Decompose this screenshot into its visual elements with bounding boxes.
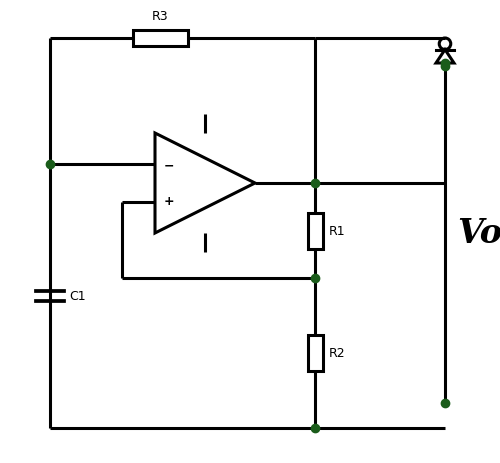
Text: Vo: Vo [458,217,500,250]
Text: +: + [164,194,174,207]
Bar [308,213,322,249]
Text: R3: R3 [152,10,168,23]
Bar [308,335,322,371]
Text: −: − [164,160,174,173]
Bar [132,31,188,47]
Text: R2: R2 [329,347,345,360]
Text: R1: R1 [329,225,345,238]
Text: C1: C1 [69,290,86,303]
